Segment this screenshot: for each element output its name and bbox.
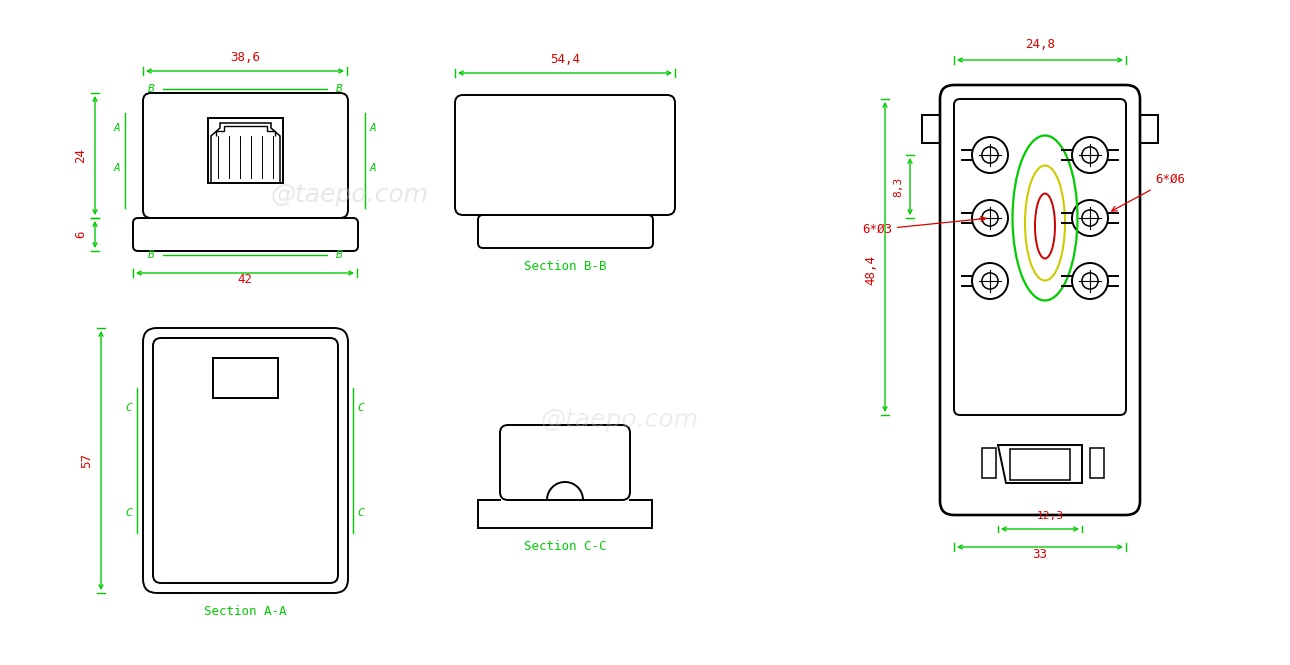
Text: Section A-A: Section A-A (204, 605, 286, 618)
Text: 6: 6 (75, 231, 88, 238)
Text: 57: 57 (80, 452, 93, 467)
Text: A: A (370, 163, 377, 173)
Text: C: C (125, 403, 133, 413)
Text: C: C (357, 403, 364, 413)
Text: 12,3: 12,3 (1036, 511, 1063, 521)
Text: 33: 33 (1032, 548, 1047, 561)
Text: A: A (114, 163, 120, 173)
Text: 24: 24 (75, 148, 88, 163)
Text: B: B (335, 250, 342, 260)
Text: B: B (335, 84, 342, 94)
Text: @taepo.com: @taepo.com (271, 183, 430, 207)
Text: 8,3: 8,3 (893, 176, 903, 197)
Text: @taepo.com: @taepo.com (541, 408, 699, 432)
Text: 38,6: 38,6 (230, 51, 261, 64)
Text: C: C (125, 508, 133, 518)
Text: B: B (147, 84, 155, 94)
Text: 42: 42 (237, 273, 253, 286)
Text: Section C-C: Section C-C (524, 540, 606, 553)
Text: 48,4: 48,4 (864, 255, 877, 285)
Text: Section B-B: Section B-B (524, 260, 606, 273)
Text: 24,8: 24,8 (1026, 38, 1055, 51)
Text: A: A (370, 123, 377, 133)
Text: B: B (147, 250, 155, 260)
Text: 54,4: 54,4 (550, 53, 580, 66)
Text: 6*Ø3: 6*Ø3 (862, 216, 986, 236)
Text: C: C (357, 508, 364, 518)
Text: 6*Ø6: 6*Ø6 (1112, 173, 1186, 211)
Text: A: A (114, 123, 120, 133)
